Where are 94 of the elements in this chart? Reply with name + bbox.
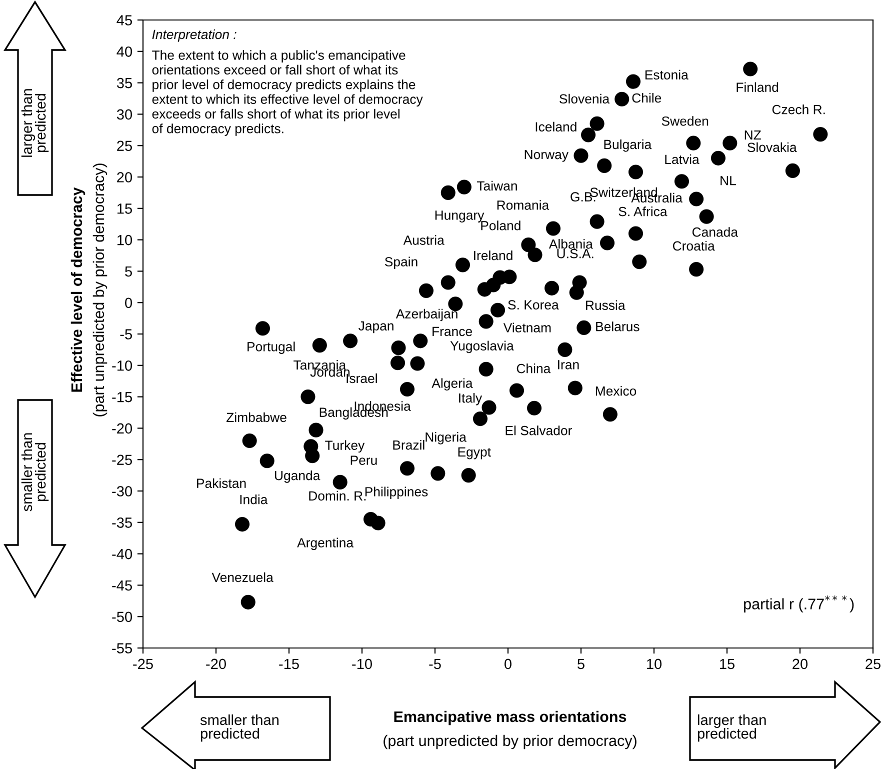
data-label: NZ xyxy=(744,130,761,140)
data-label: Yugoslavia xyxy=(450,340,514,354)
y-tick-label: -45 xyxy=(112,580,132,591)
data-label: Venezuela xyxy=(212,572,274,582)
y-tick-label: 45 xyxy=(116,15,132,26)
data-label: Bulgaria xyxy=(604,139,652,152)
y-tick-label: -10 xyxy=(112,360,132,371)
y-tick-label: 30 xyxy=(116,109,132,120)
data-label: S. Africa xyxy=(618,206,668,216)
data-label: Spain xyxy=(384,256,418,270)
y-axis-title: Effective level of democracy (part unpredicted by prior democracy) xyxy=(70,164,108,416)
y-tick-label: 0 xyxy=(125,298,132,308)
data-label: Canada xyxy=(692,227,738,237)
y-tick-label: 35 xyxy=(116,78,132,88)
data-label: Slovakia xyxy=(748,142,797,152)
y-tick-label: -20 xyxy=(112,423,132,434)
data-label: Czech R. xyxy=(772,104,825,114)
data-label: Mexico xyxy=(596,386,636,396)
data-label: China xyxy=(516,364,551,374)
text: larger than predicted xyxy=(21,89,49,157)
data-label: Estonia xyxy=(645,70,688,80)
data-label: Japan xyxy=(358,321,394,334)
x-tick-label: 10 xyxy=(647,658,662,670)
data-label: U.S.A. xyxy=(557,248,594,258)
data-label: Egypt xyxy=(458,447,491,460)
y-tick-label: -5 xyxy=(120,329,132,340)
y-tick-label: 25 xyxy=(117,140,132,152)
x-tick-label: 0 xyxy=(504,658,512,670)
data-label: Italy xyxy=(459,392,482,406)
data-label: Pakistan xyxy=(197,478,246,488)
text: smaller than predicted xyxy=(200,714,278,742)
data-label: Poland xyxy=(481,220,520,230)
data-label: Hungary xyxy=(435,210,484,222)
y-tick-label: 20 xyxy=(117,172,132,182)
data-label: Peru xyxy=(350,456,377,465)
x-tick-label: -5 xyxy=(429,658,441,670)
x-tick-label: -20 xyxy=(206,658,226,670)
x-tick-label: 25 xyxy=(866,658,880,670)
data-label: Iran xyxy=(558,360,579,370)
y-tick-label: 5 xyxy=(125,266,132,277)
annotation: Interpretation : xyxy=(152,29,236,42)
x-tick-label: -10 xyxy=(352,658,372,670)
data-label: Uganda xyxy=(274,470,320,483)
data-label: Brazil xyxy=(393,440,424,450)
data-label: Norway xyxy=(524,150,568,162)
y-tick-label: 40 xyxy=(116,46,132,57)
data-label: Sweden xyxy=(662,116,708,126)
y-tick-label: -35 xyxy=(112,518,132,528)
data-label: France xyxy=(432,326,472,336)
data-label: Nigeria xyxy=(426,432,466,444)
data-label: El Salvador xyxy=(506,426,572,436)
data-label: Ireland xyxy=(474,250,512,260)
text: smaller than predicted xyxy=(21,433,49,512)
annotation: The extent to which a public's emancipative orientations exceed or fall short of what its prior level of democracy predicts explains the extent to which its effective level of democracy exceeds or falls short of what its prior level of democracy predicts. xyxy=(152,50,423,136)
text: larger than predicted xyxy=(698,714,766,742)
data-label: Argentina xyxy=(297,538,354,550)
x-tick-label: 15 xyxy=(720,658,734,670)
data-label: Austria xyxy=(403,235,444,245)
y-tick-label: -25 xyxy=(112,454,132,466)
data-label: Taiwan xyxy=(476,180,517,191)
data-label: Turkey xyxy=(325,440,365,453)
x-tick-label: -15 xyxy=(279,658,299,670)
data-label: Zimbabwe xyxy=(226,412,286,422)
y-tick-label: -50 xyxy=(112,612,132,622)
data-label: Croatia xyxy=(672,240,715,251)
x-tick-label: 20 xyxy=(792,658,808,670)
data-label: Russia xyxy=(586,300,626,310)
data-label: India xyxy=(240,494,268,504)
x-tick-label: -25 xyxy=(133,658,153,670)
x-tick-label: 5 xyxy=(578,658,584,670)
data-label: S. Korea xyxy=(508,300,559,310)
data-label: Philippines xyxy=(365,486,428,500)
y-tick-label: -40 xyxy=(112,548,132,560)
data-label: Vietnam xyxy=(503,322,551,332)
y-tick-label: -15 xyxy=(112,392,132,402)
data-label: Chile xyxy=(632,92,662,103)
data-label: Iceland xyxy=(536,122,576,132)
data-label: Portugal xyxy=(248,342,295,354)
data-label: Belarus xyxy=(596,322,640,332)
data-label: Azerbaijan xyxy=(396,308,458,322)
data-label: Algeria xyxy=(432,378,473,390)
data-label: Domin. R. xyxy=(309,490,366,501)
y-tick-label: 10 xyxy=(117,234,132,246)
y-tick-label: -30 xyxy=(112,486,132,496)
data-label: Romania xyxy=(497,200,550,210)
annotation: partial r (.77$^{***}$) xyxy=(744,595,854,612)
data-label: Latvia xyxy=(665,154,700,164)
y-tick-label: 15 xyxy=(117,204,132,214)
data-label: NL xyxy=(720,176,736,186)
data-label: Finland xyxy=(736,82,778,92)
y-tick-label: -55 xyxy=(112,643,132,654)
data-label: Slovenia xyxy=(560,94,610,104)
data-label: Albania xyxy=(548,239,593,249)
x-axis-title: Emancipative mass orientations (part unpredicted by prior democracy) xyxy=(384,710,636,750)
